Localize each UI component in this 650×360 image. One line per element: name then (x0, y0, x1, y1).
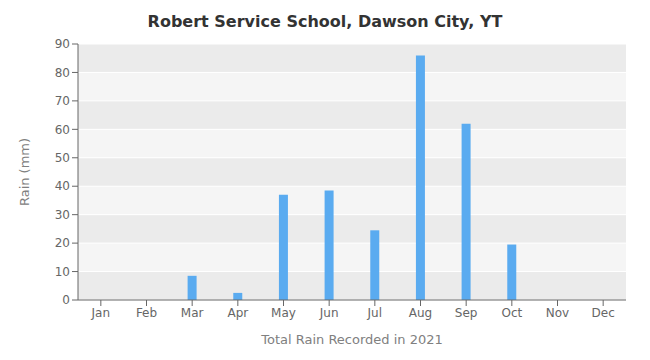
svg-text:10: 10 (55, 265, 70, 279)
svg-text:Feb: Feb (136, 306, 157, 320)
svg-text:Mar: Mar (181, 306, 204, 320)
svg-text:Total Rain Recorded in 2021: Total Rain Recorded in 2021 (260, 332, 443, 347)
svg-text:Nov: Nov (546, 306, 569, 320)
svg-text:0: 0 (62, 293, 70, 307)
svg-text:90: 90 (55, 37, 70, 51)
svg-text:Dec: Dec (592, 306, 615, 320)
svg-text:Jul: Jul (367, 306, 382, 320)
svg-text:May: May (271, 306, 296, 320)
svg-text:Apr: Apr (227, 306, 248, 320)
html-text:Robert Service School, Dawson: Robert Service School, Dawson City, YT (147, 12, 503, 31)
svg-text:50: 50 (55, 151, 70, 165)
svg-text:Sep: Sep (455, 306, 478, 320)
svg-text:Jun: Jun (319, 306, 339, 320)
svg-text:40: 40 (55, 179, 70, 193)
svg-text:Oct: Oct (501, 306, 522, 320)
svg-text:80: 80 (55, 66, 70, 80)
svg-text:60: 60 (55, 123, 70, 137)
svg-text:30: 30 (55, 208, 70, 222)
svg-text:20: 20 (55, 236, 70, 250)
svg-text:Rain (mm): Rain (mm) (17, 138, 32, 206)
svg-text:Jan: Jan (91, 306, 111, 320)
svg-text:Aug: Aug (409, 306, 432, 320)
svg-text:70: 70 (55, 94, 70, 108)
